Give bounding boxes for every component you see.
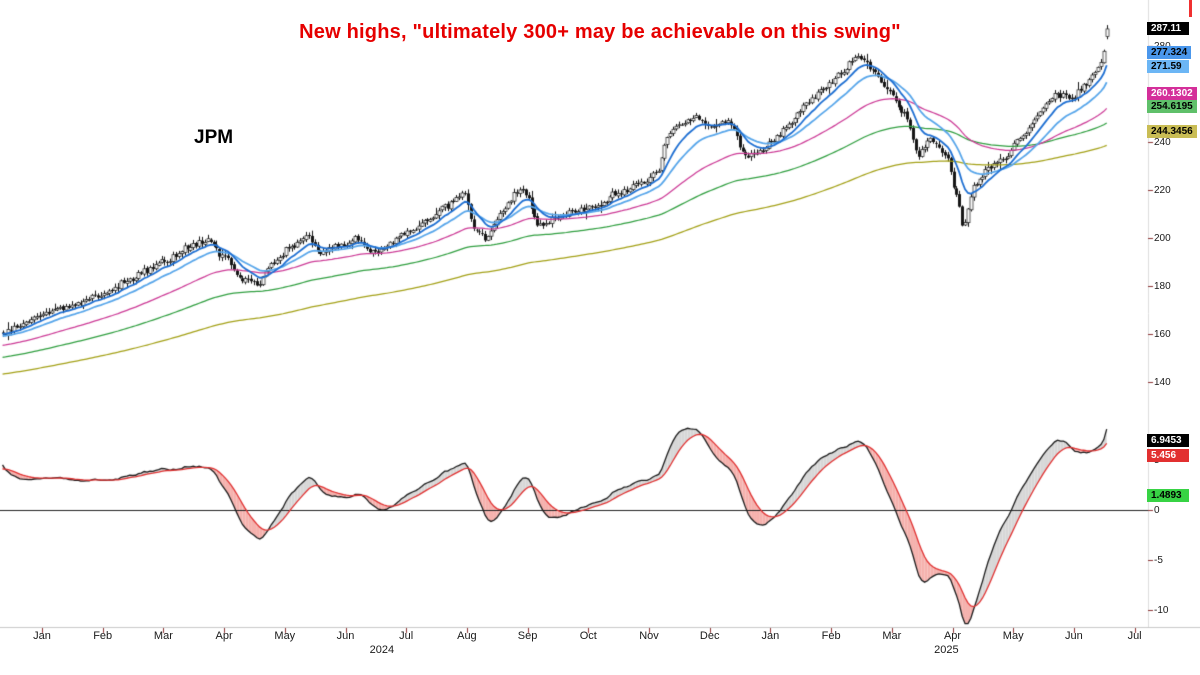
x-axis-month-label: May [1002,630,1024,642]
macd-value-badge: 6.9453 [1147,434,1189,448]
ma-slow-badge: 271.59 [1147,59,1189,73]
x-axis-month-label: Jul [1127,630,1142,642]
x-axis-month-label: Jun [336,630,355,642]
x-axis-month-label: Apr [943,630,962,642]
x-axis-month-label: Sep [517,630,538,642]
x-axis-month-label: Feb [93,630,113,642]
ma-fast-badge: 277.324 [1147,45,1192,59]
x-axis-month-label: Jan [761,630,780,642]
symbol-ticker-label: JPM [194,127,234,148]
x-axis-month-label: Mar [153,630,173,642]
x-axis-year-label: 2025 [934,644,959,656]
x-axis-month-label: Nov [639,630,659,642]
x-axis-month-label: Oct [579,630,597,642]
price-axis-tick-label: 160 [1154,329,1171,340]
macd-signal-badge: 5.456 [1147,448,1189,462]
x-axis-month-label: Aug [457,630,477,642]
price-axis-tick-label: 200 [1154,233,1171,244]
x-axis-month-label: Jul [399,630,414,642]
x-axis-month-label: Dec [699,630,720,642]
price-axis-tick-label: 220 [1154,185,1171,196]
x-axis-year-label: 2024 [369,644,395,656]
x-axis-month-label: Mar [882,630,902,642]
price-axis-tick-label: 180 [1154,281,1171,292]
chart-annotation-text: New highs, "ultimately 300+ may be achie… [299,21,901,43]
price-axis-tick-label: 240 [1154,137,1171,148]
last-price-badge: 287.11 [1147,22,1189,36]
indicator-axis-tick-label: -5 [1154,555,1163,566]
x-axis-month-label: May [274,630,296,642]
price-axis-tick-label: 140 [1154,377,1171,388]
current-bar-marker [1189,0,1192,17]
indicator-axis-tick-label: 0 [1154,505,1160,516]
ma-green-badge: 254.6195 [1147,100,1197,114]
x-axis-month-label: Feb [821,630,841,642]
indicator-axis-tick-label: -10 [1154,605,1169,616]
ma-magenta-badge: 260.1302 [1147,87,1197,101]
x-axis-month-label: Apr [215,630,233,642]
x-axis-month-label: Jan [33,630,51,642]
ma-olive-badge: 244.3456 [1147,125,1197,139]
x-axis-month-label: Jun [1065,630,1083,642]
macd-histogram-badge: 1.4893 [1147,488,1189,502]
